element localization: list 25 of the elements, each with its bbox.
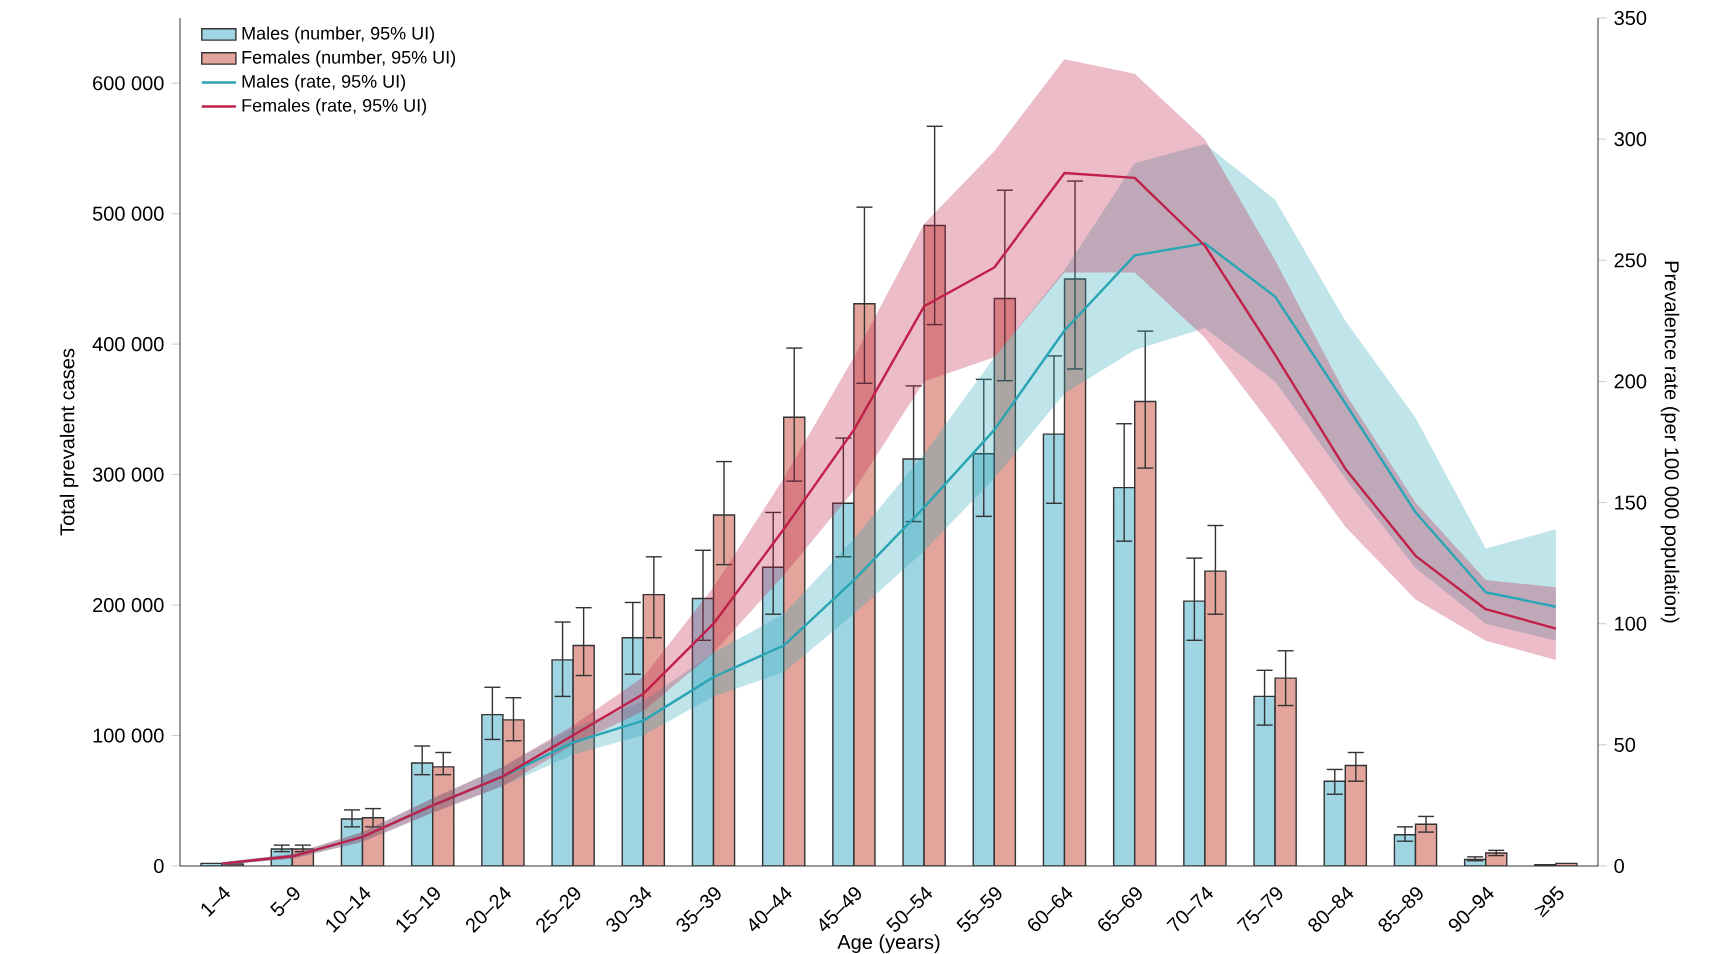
y-tick-label: 100 000 [93,728,164,743]
legend-label: Females (number, 95% UI) [242,50,456,68]
legend-label: Females (rate, 95% UI) [242,98,427,116]
y2-tick-label: 350 [1614,10,1647,26]
x-axis-title: Age (years) [837,934,940,953]
y-tick-label: 200 000 [93,598,164,613]
y2-tick-label: 100 [1615,616,1647,631]
y2-tick-label: 200 [1614,374,1647,389]
y2-axis-title: Prevalence rate (per 100 000 population) [1660,261,1680,623]
y-tick-label: 0 [154,858,164,874]
y-tick-label: 500 000 [92,206,164,221]
y-axis-title: Total prevalent cases [59,348,79,536]
y2-tick-label: 150 [1615,495,1647,510]
y2-tick-label: 250 [1614,253,1647,268]
y-tick-label: 300 000 [92,467,164,482]
y2-tick-label: 300 [1614,132,1647,147]
legend-label: Males (rate, 95% UI) [242,74,406,92]
x-tick-label: ≥95 [1534,885,1564,918]
legend-label: Males (number, 95% UI) [242,26,435,44]
x-tick-label: 5–9 [270,887,300,916]
x-tick-label: 1–4 [201,886,231,917]
y-tick-label: 600 000 [93,76,164,91]
y2-tick-label: 0 [1614,858,1624,874]
y-tick-label: 400 000 [92,337,164,352]
y2-tick-label: 50 [1614,737,1636,752]
